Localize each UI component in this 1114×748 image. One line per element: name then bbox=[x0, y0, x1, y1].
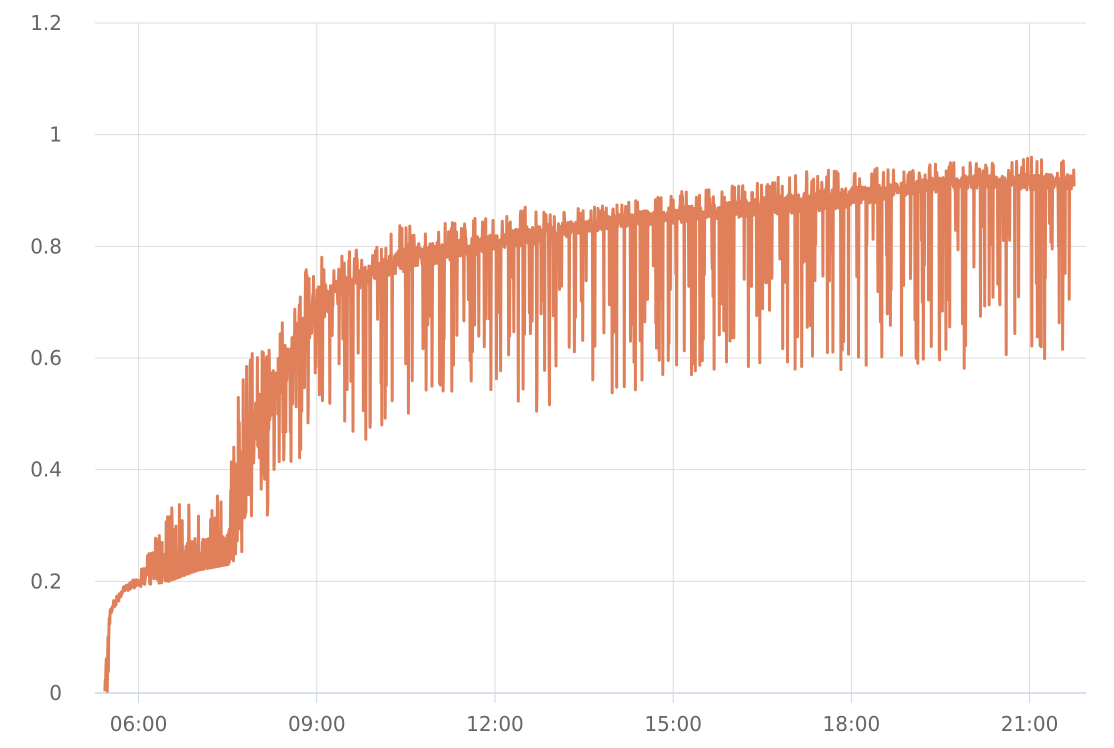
y-tick-label: 1 bbox=[49, 123, 62, 147]
y-tick-label: 0.4 bbox=[30, 458, 62, 482]
y-tick-label: 0 bbox=[49, 681, 62, 705]
y-tick-label: 1.2 bbox=[30, 11, 62, 35]
x-tick-label: 15:00 bbox=[644, 712, 702, 736]
grid-lines bbox=[95, 22, 1086, 693]
y-axis: 0 0.2 0.4 0.6 0.8 1 1.2 bbox=[30, 11, 62, 705]
series-line bbox=[103, 155, 1076, 693]
x-tick-label: 06:00 bbox=[110, 712, 168, 736]
x-tick-label: 18:00 bbox=[823, 712, 881, 736]
x-tick-label: 09:00 bbox=[288, 712, 346, 736]
y-tick-label: 0.6 bbox=[30, 346, 62, 370]
y-tick-label: 0.2 bbox=[30, 569, 62, 593]
x-tick-label: 21:00 bbox=[1001, 712, 1059, 736]
y-tick-label: 0.8 bbox=[30, 234, 62, 258]
x-tick-label: 12:00 bbox=[466, 712, 524, 736]
x-axis: 06:00 09:00 12:00 15:00 18:00 21:00 bbox=[95, 692, 1086, 736]
series-group bbox=[103, 155, 1076, 693]
